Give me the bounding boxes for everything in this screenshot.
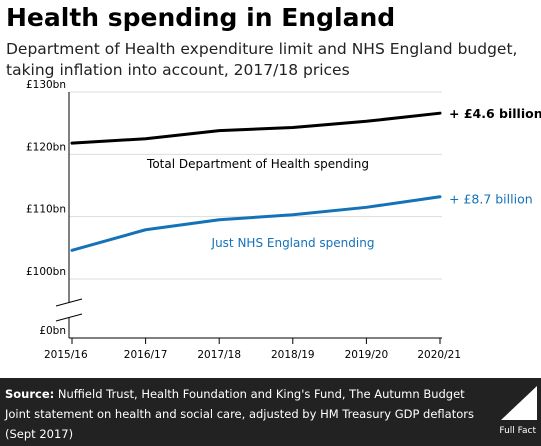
y-tick-label: £100bn [26,266,66,278]
x-tick-label: 2018/19 [271,349,315,361]
axes [55,92,441,344]
y-tick-label: £110bn [26,204,66,216]
svg-text:Full Fact: Full Fact [499,426,536,436]
y-tick-label: £130bn [26,79,66,91]
axis-break-gap [66,303,74,317]
chart-subtitle-line1: Department of Health expenditure limit a… [6,40,518,58]
series-line-total-doh [70,111,442,145]
y-tick-label: £0bn [39,325,66,337]
chart-subtitle-line2: taking inflation into account, 2017/18 p… [6,61,350,79]
source-text: Source: Nuffield Trust, Health Foundatio… [5,384,475,444]
series-line-nhs-england [70,195,442,252]
full-fact-logo: Full Fact [499,386,537,436]
chart-title: Health spending in England [6,3,396,32]
series-name-label: Just NHS England spending [211,236,375,250]
axis-break-mark [55,313,83,322]
x-tick-label: 2015/16 [44,349,88,361]
series-name-label: Total Department of Health spending [146,157,369,171]
series-lines [70,111,442,252]
series-end-label: + £4.6 billion [449,106,541,121]
x-tick-label: 2016/17 [124,349,168,361]
axis-break-mark [55,298,83,307]
x-tick-label: 2020/21 [417,349,461,361]
chart-labels: £130bn £120bn £110bn £100bn £0bn 2015/16 2016/… [26,79,541,361]
x-tick-label: 2019/20 [345,349,389,361]
source-line1: Nuffield Trust, Health Foundation and Ki… [54,387,465,401]
series-end-label: + £8.7 billion [449,192,533,207]
source-line3: (Sept 2017) [5,427,74,441]
y-tick-label: £120bn [26,141,66,153]
line-chart: £130bn £120bn £110bn £100bn £0bn 2015/16 2016/… [26,79,541,361]
source-label: Source: [5,387,55,401]
source-line2: Joint statement on health and social car… [5,407,474,421]
x-tick-label: 2017/18 [197,349,241,361]
source-footer: Source: Nuffield Trust, Health Foundatio… [0,378,541,446]
